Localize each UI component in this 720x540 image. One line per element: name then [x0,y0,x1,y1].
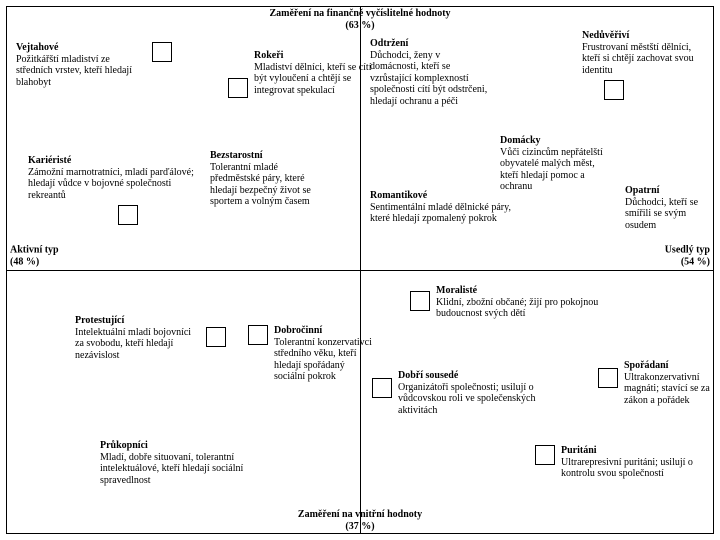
node-title: Kariéristé [28,155,71,166]
node-desc: Požitkářští mladiství ze středních vrste… [16,54,132,88]
node-marker [604,80,624,100]
node-marker [152,42,172,62]
node-marker [206,327,226,347]
node-neduverivi: Nedůvěřiví Frustrovaní městští dělníci, … [582,30,700,100]
node-moraliste: Moralisté Klidní, zbožní občané; žijí pr… [410,285,626,320]
node-protestujici: Protestující Intelektuální mladí bojovní… [75,315,226,361]
node-marker [248,325,268,345]
axis-right-line2: (54 %) [665,256,710,268]
node-marker [372,378,392,398]
axis-bottom-line1: Zaměření na vnitřní hodnoty [0,509,720,521]
node-sporadani: Spořádaní Ultrakonzervativní magnáti; st… [598,360,714,406]
node-puritani: Puritáni Ultrarepresivní puritáni; usilu… [535,445,701,480]
axis-left-line2: (48 %) [10,256,59,268]
node-rokeri: Rokeři Mladiství dělníci, kteří se cítí … [228,50,384,98]
node-bezstarostni: Bezstarostní Tolerantní mladé předměstsk… [210,150,325,208]
axis-right-line1: Usedlý typ [665,245,710,257]
node-title: Domácky [500,135,541,146]
node-desc: Ultrarepresivní puritáni; usilují o kont… [561,457,693,480]
node-title: Bezstarostní [210,150,263,161]
axis-bottom-label: Zaměření na vnitřní hodnoty (37 %) [0,509,720,532]
node-title: Puritáni [561,445,597,456]
node-title: Opatrní [625,185,659,196]
node-desc: Důchodci, ženy v domácnosti, kteří se vz… [370,50,487,107]
node-title: Romantikové [370,190,427,201]
node-desc: Klidní, zbožní občané; žijí pro pokojnou… [436,297,598,320]
axis-left-line1: Aktivní typ [10,245,59,257]
node-title: Průkopníci [100,440,148,451]
node-title: Dobročinní [274,325,322,336]
node-odtrzeni: Odtržení Důchodci, ženy v domácnosti, kt… [370,38,490,107]
node-title: Odtržení [370,38,408,49]
node-marker [535,445,555,465]
node-marker [228,78,248,98]
node-desc: Zámožní marnotratníci, mladí parďálové; … [28,167,194,201]
node-marker [598,368,618,388]
node-prukopnici: Průkopníci Mladí, dobře situovaní, toler… [100,440,280,486]
node-dobrocinni: Dobročinní Tolerantní konzervativci stře… [248,325,374,383]
node-title: Spořádaní [624,360,668,371]
node-desc: Tolerantní mladé předměstské páry, které… [210,162,311,208]
node-title: Nedůvěřiví [582,30,629,41]
node-desc: Mladiství dělníci, kteří se cítí být vyl… [254,62,371,96]
node-dobrisousede: Dobří sousedé Organizátoři společnosti; … [372,370,558,416]
axis-right-label: Usedlý typ (54 %) [665,245,710,268]
node-karieriste: Kariéristé Zámožní marnotratníci, mladí … [28,155,198,225]
node-desc: Mladí, dobře situovaní, tolerantní intel… [100,452,243,486]
node-desc: Organizátoři společnosti; usilují o vůdc… [398,382,535,416]
node-title: Moralisté [436,285,477,296]
node-title: Vejtahové [16,42,58,53]
node-desc: Tolerantní konzervativci středního věku,… [274,337,372,383]
axis-bottom-line2: (37 %) [0,521,720,533]
node-title: Rokeři [254,50,283,61]
node-opatrni: Opatrní Důchodci, kteří se smířili se sv… [625,185,710,231]
axis-top-label: Zaměření na finančně vyčíslitelné hodnot… [0,8,720,31]
node-title: Dobří sousedé [398,370,458,381]
axis-top-line1: Zaměření na finančně vyčíslitelné hodnot… [0,8,720,20]
node-desc: Intelektuální mladí bojovníci za svobodu… [75,327,191,361]
node-desc: Ultrakonzervativní magnáti; stavící se z… [624,372,710,406]
node-desc: Frustrovaní městští dělníci, kteří si ch… [582,42,694,76]
node-marker [118,205,138,225]
node-romantikove: Romantikové Sentimentální mladé dělnické… [370,190,530,225]
node-title: Protestující [75,315,124,326]
node-desc: Vůči cizincům nepřátelští obyvatelé malý… [500,147,603,193]
node-desc: Důchodci, kteří se smířili se svým osude… [625,197,698,231]
node-desc: Sentimentální mladé dělnické páry, které… [370,202,511,225]
node-domacky: Domácky Vůči cizincům nepřátelští obyvat… [500,135,615,193]
axis-left-label: Aktivní typ (48 %) [10,245,59,268]
node-vejtahove: Vejtahové Požitkářští mladiství ze střed… [16,42,172,88]
node-marker [410,291,430,311]
